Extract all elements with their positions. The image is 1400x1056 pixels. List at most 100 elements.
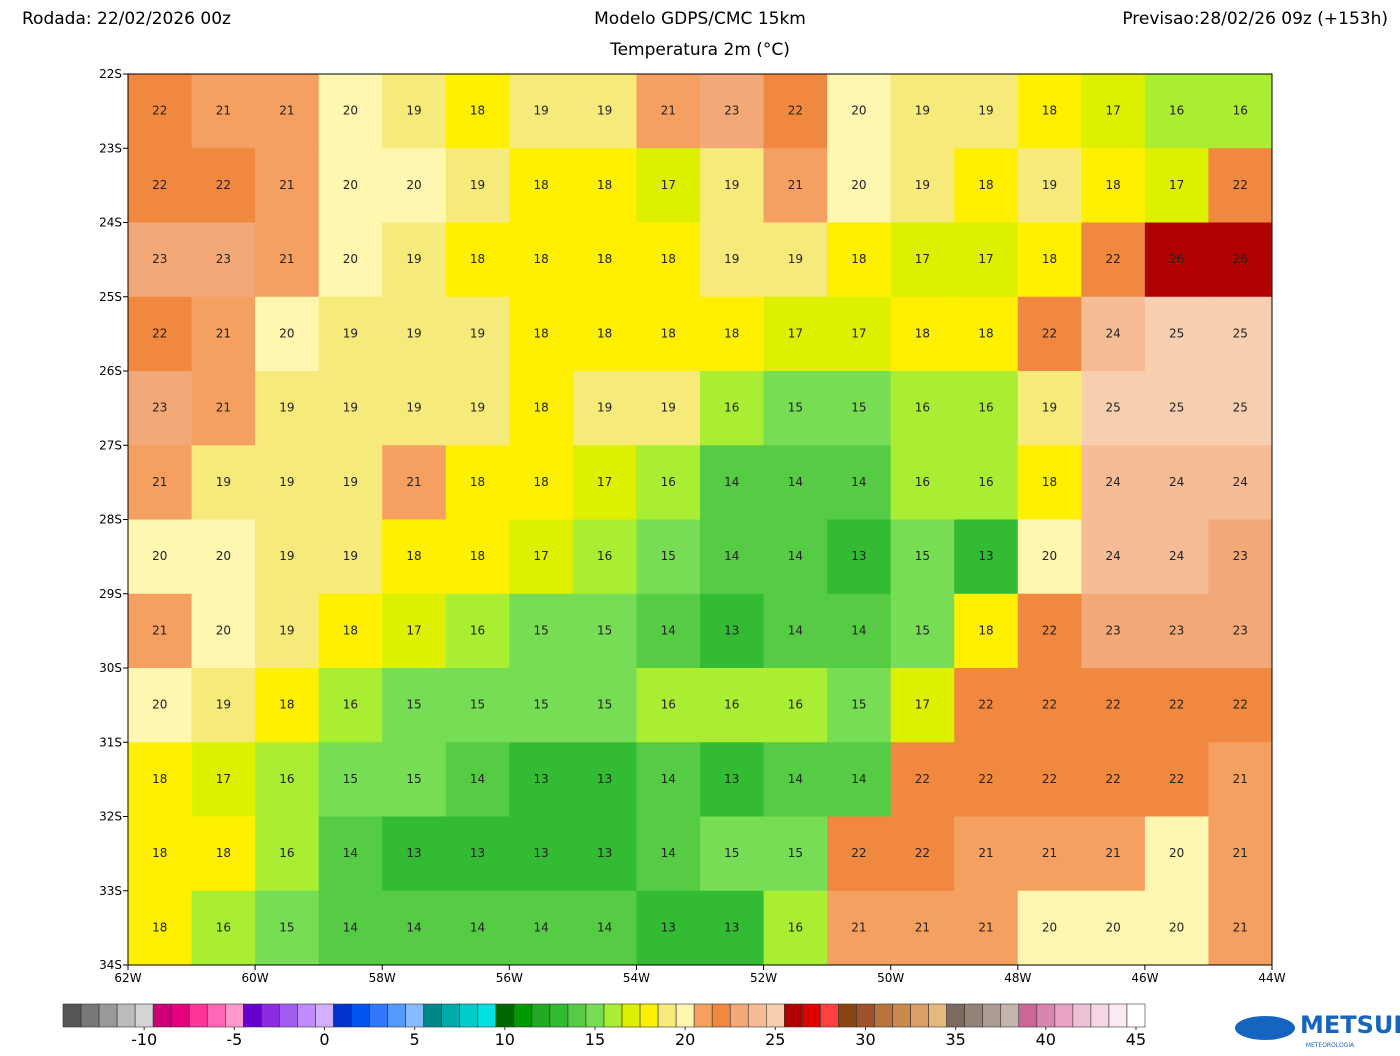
temperature-cell — [700, 519, 765, 595]
colorbar-box — [585, 1003, 605, 1028]
temperature-cell — [1017, 445, 1082, 520]
temperature-value: 22 — [1042, 772, 1057, 786]
temperature-cell — [700, 296, 765, 372]
colorbar-box — [711, 1003, 731, 1028]
temperature-cell — [382, 890, 447, 966]
temperature-value: 13 — [533, 772, 548, 786]
temperature-cell — [1208, 593, 1273, 669]
temperature-cell — [572, 742, 637, 817]
lat-tick-label: 30S — [99, 661, 122, 675]
temperature-cell — [382, 445, 447, 520]
colorbar-label: -5 — [226, 1030, 242, 1049]
temperature-cell — [191, 296, 256, 372]
lon-tick-label: 46W — [1131, 971, 1158, 985]
temperature-value: 14 — [533, 920, 548, 934]
colorbar-box — [982, 1003, 1002, 1028]
temperature-value: 17 — [661, 178, 676, 192]
temperature-cell — [700, 74, 765, 149]
temperature-cell — [763, 668, 828, 743]
temperature-cell — [445, 296, 510, 372]
temperature-cell — [191, 74, 256, 149]
temperature-value: 19 — [279, 549, 294, 563]
model-title: Modelo GDPS/CMC 15km — [594, 9, 806, 29]
temperature-value: 17 — [1105, 104, 1120, 118]
temperature-value: 21 — [406, 475, 421, 489]
temperature-cell — [827, 593, 892, 669]
temperature-cell — [509, 222, 574, 298]
temperature-value: 24 — [1169, 549, 1184, 563]
temperature-cell — [509, 593, 574, 669]
temperature-cell — [318, 668, 383, 743]
temperature-value: 21 — [788, 178, 803, 192]
temperature-cell — [1144, 519, 1209, 595]
temperature-value: 19 — [978, 104, 993, 118]
temperature-cell — [509, 148, 574, 223]
temperature-cell — [763, 148, 828, 223]
temperature-value: 22 — [915, 846, 930, 860]
colorbar-box — [477, 1003, 497, 1028]
temperature-value: 25 — [1233, 326, 1248, 340]
temperature-cell — [700, 890, 765, 966]
colorbar-box — [1126, 1003, 1146, 1028]
colorbar-box — [495, 1003, 515, 1028]
temperature-value: 18 — [1042, 475, 1057, 489]
temperature-cell — [827, 222, 892, 298]
temperature-cell — [890, 445, 955, 520]
temperature-value: 15 — [724, 846, 739, 860]
temperature-value: 23 — [1233, 549, 1248, 563]
temperature-cell — [890, 816, 955, 892]
temperature-value: 19 — [279, 623, 294, 637]
temperature-value: 18 — [533, 475, 548, 489]
temperature-value: 19 — [597, 104, 612, 118]
temperature-cell — [763, 74, 828, 149]
temperature-value: 24 — [1105, 549, 1120, 563]
temperature-value: 18 — [533, 326, 548, 340]
temperature-cell — [1208, 222, 1273, 298]
colorbar-box — [747, 1003, 767, 1028]
temperature-value: 15 — [788, 846, 803, 860]
colorbar-box — [441, 1003, 461, 1028]
temperature-cell — [763, 371, 828, 446]
temperature-value: 19 — [279, 401, 294, 415]
temperature-cell — [572, 445, 637, 520]
colorbar-box — [1000, 1003, 1020, 1028]
temperature-cell — [128, 445, 193, 520]
temperature-value: 22 — [152, 104, 167, 118]
colorbar-box — [675, 1003, 695, 1028]
temperature-value: 21 — [978, 920, 993, 934]
temperature-cell — [1144, 74, 1209, 149]
temperature-value: 21 — [1233, 920, 1248, 934]
temperature-cell — [1208, 890, 1273, 966]
lon-tick-label: 54W — [623, 971, 650, 985]
temperature-value: 20 — [152, 549, 167, 563]
temperature-cell — [1081, 371, 1146, 446]
temperature-cell — [827, 668, 892, 743]
temperature-value: 17 — [1169, 178, 1184, 192]
temperature-cell — [827, 371, 892, 446]
temperature-value: 19 — [343, 326, 358, 340]
temperature-value: 22 — [152, 178, 167, 192]
temperature-cell — [1208, 148, 1273, 223]
temperature-value: 16 — [343, 698, 358, 712]
temperature-value: 16 — [724, 401, 739, 415]
temperature-value: 13 — [661, 920, 676, 934]
lat-tick-label: 26S — [99, 364, 122, 378]
temperature-value: 16 — [279, 772, 294, 786]
temperature-cell — [445, 74, 510, 149]
temperature-cell — [318, 742, 383, 817]
temperature-value: 26 — [1233, 252, 1248, 266]
temperature-value: 18 — [152, 846, 167, 860]
colorbar-box — [351, 1003, 370, 1028]
temperature-value: 18 — [533, 252, 548, 266]
colorbar-box — [693, 1003, 713, 1028]
temperature-cell — [572, 222, 637, 298]
colorbar-box — [1036, 1003, 1056, 1028]
temperature-value: 18 — [470, 104, 485, 118]
temperature-cell — [1017, 593, 1082, 669]
temperature-cell — [318, 519, 383, 595]
temperature-value: 13 — [470, 846, 485, 860]
temperature-value: 19 — [470, 401, 485, 415]
temperature-cell — [509, 519, 574, 595]
colorbar-box — [297, 1003, 316, 1028]
